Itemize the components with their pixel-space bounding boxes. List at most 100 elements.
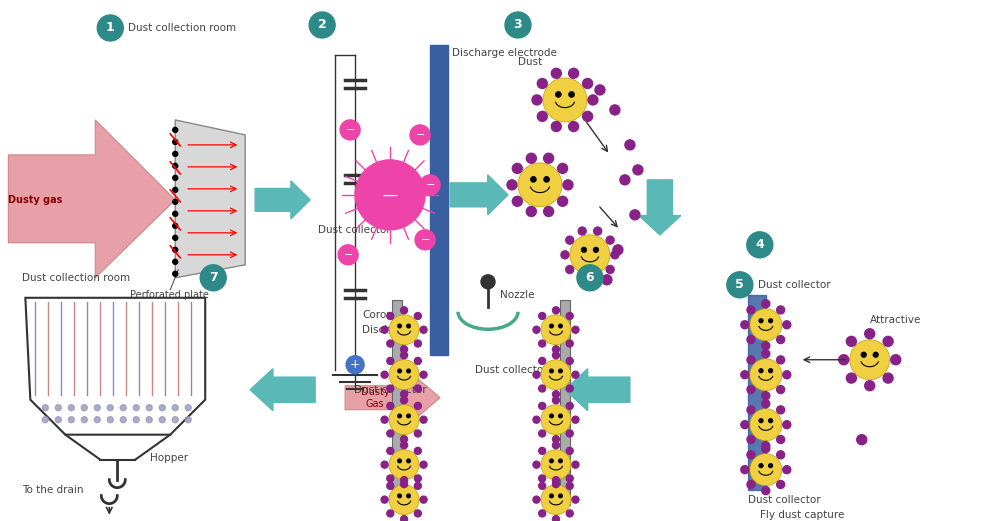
Text: −: − (420, 235, 430, 245)
Circle shape (414, 357, 421, 365)
Circle shape (414, 340, 421, 347)
Circle shape (539, 430, 546, 437)
Circle shape (762, 342, 770, 350)
Text: 5: 5 (735, 278, 744, 291)
Circle shape (741, 371, 749, 379)
Circle shape (559, 324, 562, 328)
Circle shape (541, 315, 571, 345)
Circle shape (387, 510, 394, 517)
Circle shape (401, 352, 408, 359)
Circle shape (398, 324, 401, 328)
Circle shape (750, 309, 782, 341)
Circle shape (861, 352, 866, 357)
Circle shape (533, 371, 540, 378)
Circle shape (420, 416, 427, 423)
Circle shape (481, 275, 495, 289)
Circle shape (401, 477, 408, 483)
Text: −: − (425, 180, 435, 190)
Circle shape (572, 416, 579, 423)
Circle shape (420, 326, 427, 333)
Bar (392, 300, 402, 505)
Circle shape (566, 510, 573, 517)
Circle shape (387, 430, 394, 437)
Circle shape (410, 125, 430, 145)
Text: Dusty
Gas: Dusty Gas (361, 387, 389, 408)
Circle shape (610, 105, 620, 115)
Circle shape (387, 357, 394, 365)
Circle shape (762, 400, 770, 408)
Circle shape (783, 371, 791, 379)
Circle shape (381, 371, 388, 378)
Circle shape (762, 442, 770, 450)
Circle shape (120, 405, 126, 411)
Circle shape (588, 95, 598, 105)
Polygon shape (345, 368, 440, 428)
Circle shape (533, 326, 540, 333)
Text: Discharge electrode: Discharge electrode (452, 48, 557, 58)
Circle shape (387, 448, 394, 454)
Circle shape (414, 402, 421, 410)
Circle shape (762, 350, 770, 358)
Circle shape (407, 459, 410, 463)
Circle shape (539, 482, 546, 489)
Circle shape (606, 236, 614, 244)
Circle shape (747, 406, 755, 414)
Circle shape (582, 247, 586, 252)
Circle shape (572, 326, 579, 333)
Circle shape (381, 326, 388, 333)
Circle shape (777, 386, 785, 393)
Circle shape (81, 405, 87, 411)
Circle shape (185, 417, 191, 423)
Bar (430, 45, 448, 355)
Circle shape (750, 408, 782, 441)
Circle shape (173, 152, 178, 156)
Circle shape (544, 206, 554, 216)
Bar (560, 300, 570, 505)
Circle shape (566, 402, 573, 410)
Circle shape (777, 336, 785, 343)
Circle shape (414, 385, 421, 392)
Circle shape (146, 417, 152, 423)
Circle shape (759, 319, 763, 322)
Circle shape (620, 175, 630, 185)
Circle shape (762, 300, 770, 308)
Circle shape (68, 417, 74, 423)
Circle shape (414, 430, 421, 437)
Circle shape (398, 369, 401, 373)
Circle shape (133, 417, 139, 423)
Circle shape (401, 307, 408, 314)
Circle shape (401, 391, 408, 398)
Circle shape (552, 516, 559, 521)
Circle shape (55, 417, 61, 423)
Circle shape (630, 210, 640, 220)
Circle shape (533, 496, 540, 503)
Text: Attractive: Attractive (870, 315, 921, 325)
Circle shape (389, 359, 419, 390)
Circle shape (173, 259, 178, 264)
Circle shape (759, 419, 763, 423)
Circle shape (173, 224, 178, 228)
Circle shape (42, 405, 48, 411)
Circle shape (387, 475, 394, 482)
Circle shape (550, 369, 553, 373)
Circle shape (537, 79, 547, 89)
Circle shape (338, 245, 358, 265)
Circle shape (173, 140, 178, 144)
Circle shape (512, 196, 522, 206)
Text: 7: 7 (209, 271, 218, 284)
Circle shape (389, 485, 419, 515)
Circle shape (846, 373, 856, 383)
Circle shape (572, 496, 579, 503)
Circle shape (407, 414, 410, 418)
Circle shape (415, 230, 435, 250)
Circle shape (583, 111, 593, 121)
Text: +: + (350, 358, 360, 371)
Circle shape (414, 482, 421, 489)
Circle shape (355, 160, 425, 230)
Circle shape (381, 496, 388, 503)
Circle shape (173, 188, 178, 192)
Circle shape (401, 436, 408, 443)
Circle shape (550, 459, 553, 463)
Circle shape (578, 275, 586, 282)
Circle shape (762, 445, 770, 453)
